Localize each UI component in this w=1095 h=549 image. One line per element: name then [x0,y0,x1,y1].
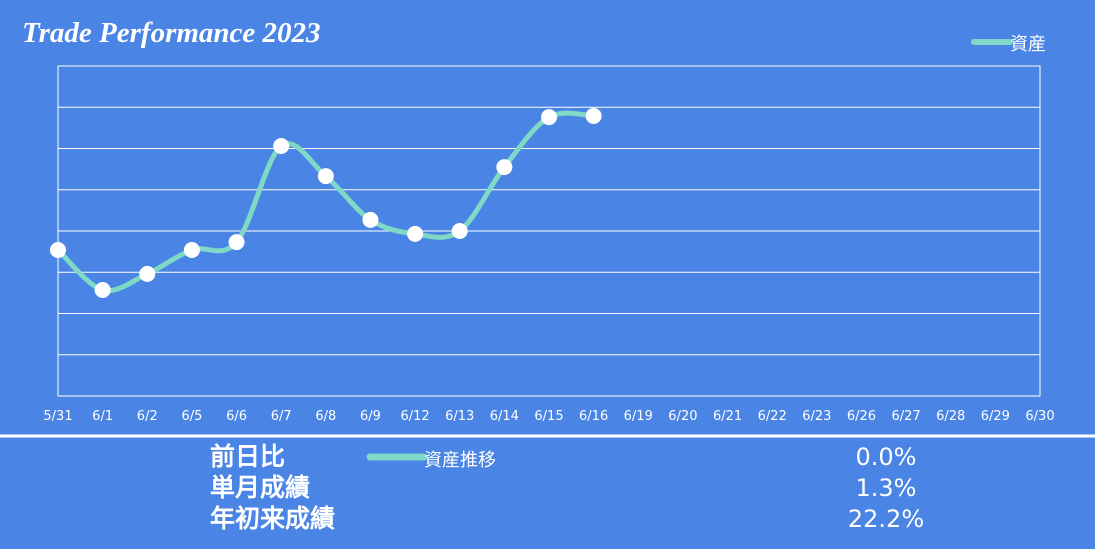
data-point [273,138,290,155]
x-tick-label: 6/26 [847,409,876,424]
data-point [94,281,111,298]
chart-title: Trade Performance 2023 [22,17,321,49]
x-tick-label: 6/27 [891,409,920,424]
x-tick-label: 6/5 [181,409,202,424]
data-point [50,241,66,258]
x-tick-label: 6/1 [92,409,113,424]
x-tick-label: 6/19 [624,409,653,424]
data-point [139,265,156,282]
summary-value: 0.0% [856,443,917,471]
x-tick-label: 6/28 [936,409,965,424]
summary-label: 年初来成績 [210,504,335,533]
x-tick-label: 6/30 [1025,409,1054,424]
x-tick-label: 6/16 [579,409,608,424]
x-tick-label: 6/21 [713,409,742,424]
data-point [228,234,245,251]
data-point [407,225,424,242]
summary-label: 前日比 [210,442,285,471]
x-tick-label: 6/22 [758,409,787,424]
x-tick-label: 6/12 [400,409,429,424]
data-point [585,107,602,124]
summary-value: 22.2% [848,505,924,533]
data-point [183,241,200,258]
x-tick-label: 6/7 [271,409,292,424]
data-point [496,159,513,176]
x-tick-label: 6/2 [137,409,158,424]
x-tick-label: 6/13 [445,409,474,424]
data-point [317,168,334,185]
x-tick-label: 6/9 [360,409,381,424]
data-point [451,223,468,239]
x-tick-label: 6/8 [315,409,336,424]
x-tick-label: 5/31 [43,409,72,424]
summary-label: 単月成績 [210,473,310,502]
x-tick-label: 6/15 [534,409,563,424]
data-point [362,211,379,228]
summary-legend: 資産推移 [424,450,496,471]
x-tick-label: 6/29 [981,409,1010,424]
x-tick-label: 6/20 [668,409,697,424]
summary-value: 1.3% [856,474,917,502]
series-line [56,110,594,294]
x-tick-label: 6/23 [802,409,831,424]
data-point [541,109,557,126]
x-tick-label: 6/14 [490,409,519,424]
x-tick-label: 6/6 [226,409,247,424]
legend-label: 資産 [1010,34,1046,55]
